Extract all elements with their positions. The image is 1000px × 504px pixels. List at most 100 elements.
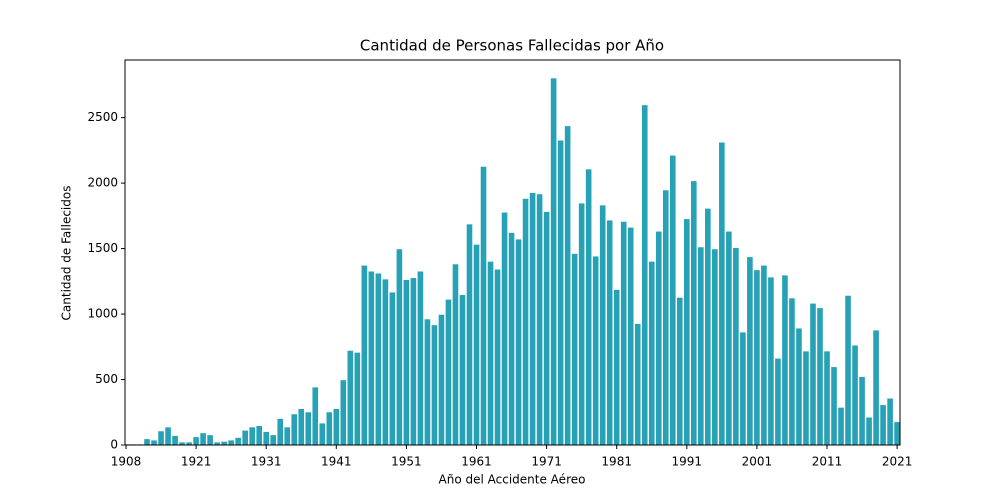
bar [641, 105, 648, 445]
bar [852, 345, 858, 445]
bar [291, 414, 298, 445]
bar [691, 181, 697, 445]
bar [431, 325, 438, 445]
bar [599, 205, 606, 445]
bar [284, 427, 291, 445]
bar [655, 231, 662, 445]
bar [775, 358, 781, 445]
bar [200, 433, 206, 445]
bar [249, 427, 255, 445]
bar [221, 441, 227, 445]
bar [838, 407, 844, 445]
bar [487, 261, 494, 445]
bar [522, 198, 529, 445]
bar [543, 211, 550, 445]
bar [242, 430, 248, 445]
bar [831, 367, 837, 445]
bar [859, 376, 865, 445]
bar [333, 408, 340, 445]
x-tick-label: 1971 [531, 455, 562, 469]
bar [501, 212, 508, 445]
bar [466, 224, 473, 445]
bar [298, 408, 305, 445]
bar [887, 398, 893, 445]
bar [452, 264, 459, 445]
x-tick-label: 1941 [321, 455, 352, 469]
bar [340, 380, 347, 445]
bar [368, 271, 375, 445]
bar [305, 412, 312, 445]
y-tick-label: 1500 [87, 241, 118, 255]
bar [894, 422, 900, 445]
bar [810, 303, 816, 445]
bar [179, 442, 185, 445]
bar [515, 239, 522, 445]
plot-frame [124, 59, 901, 446]
bar [754, 270, 760, 445]
x-axis-label: Año del Accidente Aéreo [439, 473, 586, 487]
bar [648, 261, 655, 445]
bar [144, 439, 150, 445]
bar [417, 271, 424, 445]
bar [438, 314, 445, 445]
bar [172, 435, 178, 445]
bar [361, 265, 368, 445]
chart-title: Cantidad de Personas Fallecidas por Año [360, 37, 664, 55]
bar [382, 279, 389, 445]
y-tick-label: 500 [95, 372, 118, 386]
bar [270, 435, 277, 445]
bar [726, 231, 732, 445]
bar [480, 166, 487, 445]
bar [235, 437, 241, 445]
bar [151, 440, 157, 445]
bar [277, 418, 284, 445]
x-tick-label: 2001 [742, 455, 773, 469]
bar [228, 440, 234, 445]
bar [312, 387, 319, 445]
x-tick-label: 1991 [672, 455, 703, 469]
x-tick-label: 1961 [461, 455, 492, 469]
bar [698, 247, 704, 445]
bar [676, 297, 683, 445]
bar [613, 289, 620, 445]
bar [817, 308, 823, 445]
bar [536, 194, 543, 445]
bar [824, 351, 830, 445]
y-tick-label: 0 [110, 438, 118, 452]
bar [578, 203, 585, 445]
x-tick-label: 2011 [812, 455, 843, 469]
bar [256, 426, 262, 445]
bar [550, 78, 557, 445]
bar [796, 328, 802, 445]
bar [193, 437, 199, 445]
x-tick-label: 2021 [882, 455, 913, 469]
bar [186, 442, 192, 445]
bar [158, 431, 164, 445]
bar [592, 256, 599, 445]
bar [557, 140, 564, 446]
bar [634, 323, 641, 445]
bar [733, 247, 739, 445]
bar [873, 330, 879, 445]
bar [319, 423, 326, 445]
bar [740, 332, 746, 445]
y-tick-label: 2000 [87, 176, 118, 190]
y-axis-label: Cantidad de Fallecidos [60, 186, 74, 321]
bar [719, 142, 725, 445]
bar [705, 208, 711, 445]
bar [782, 275, 788, 445]
bar [585, 169, 592, 445]
x-tick-label: 1981 [601, 455, 632, 469]
bar [473, 244, 480, 445]
y-tick-label: 2500 [87, 110, 118, 124]
y-tick-label: 1000 [87, 307, 118, 321]
x-tick-label: 1908 [111, 455, 142, 469]
bar [803, 351, 809, 445]
bar [669, 155, 676, 445]
bar [606, 220, 613, 445]
bar [564, 126, 571, 445]
bar [866, 417, 872, 445]
bar [375, 273, 382, 445]
bar [263, 431, 270, 445]
bar [214, 442, 220, 445]
